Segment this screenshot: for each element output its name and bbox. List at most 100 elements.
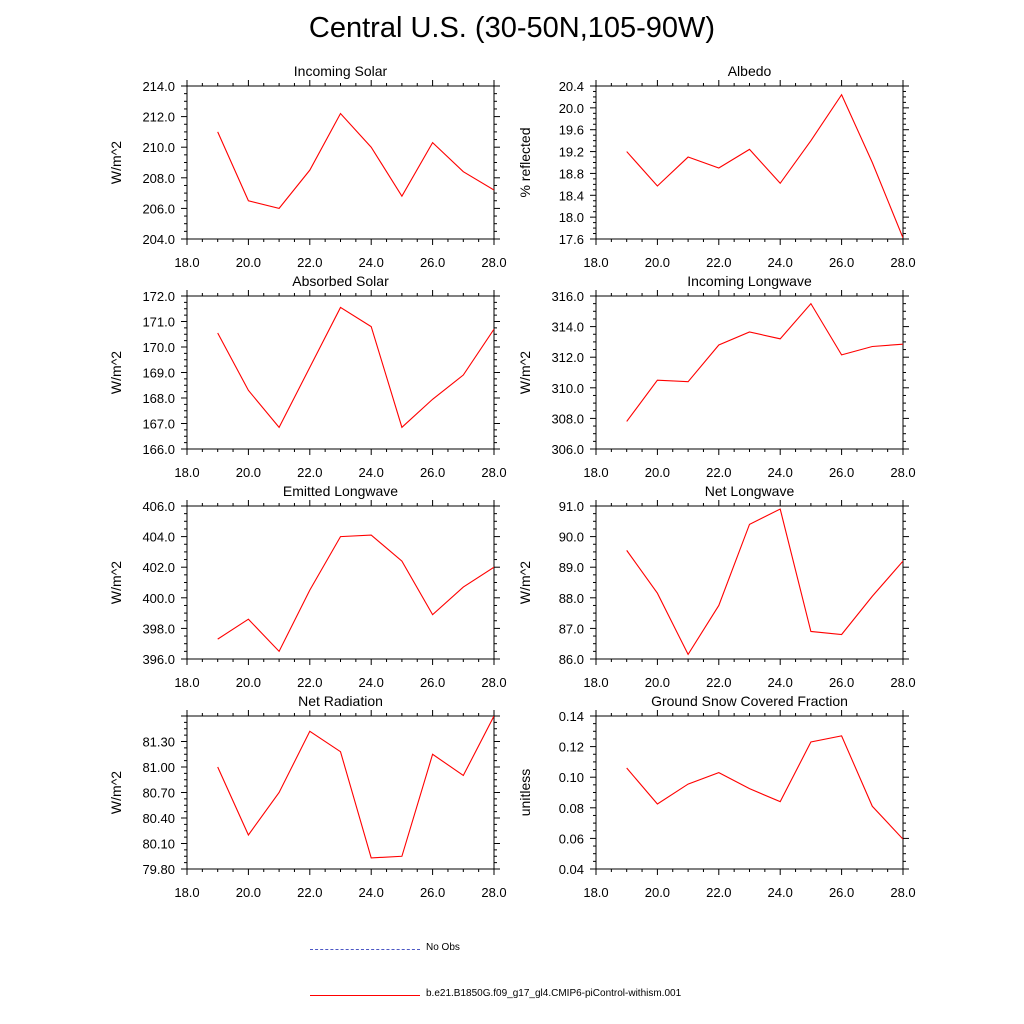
y-tick-label: 81.30	[142, 735, 175, 750]
y-tick-label: 314.0	[551, 320, 584, 335]
plot-frame	[186, 505, 495, 660]
x-tick-label: 24.0	[359, 255, 384, 270]
x-tick-label: 20.0	[236, 255, 261, 270]
plot-frame	[595, 295, 904, 450]
y-tick-label: 212.0	[142, 110, 175, 125]
y-axis-label: W/m^2	[517, 351, 533, 394]
x-tick-label: 22.0	[297, 465, 322, 480]
y-tick-label: 0.14	[559, 709, 584, 724]
legend-label-model-run: b.e21.B1850G.f09_g17_gl4.CMIP6-piControl…	[426, 988, 682, 999]
legend-solid-line-swatch	[310, 995, 420, 996]
x-tick-label: 26.0	[829, 885, 854, 900]
x-tick-label: 18.0	[583, 255, 608, 270]
y-axis-label: W/m^2	[108, 771, 124, 814]
y-tick-label: 406.0	[142, 499, 175, 514]
y-axis-label: W/m^2	[108, 351, 124, 394]
chart-panel-3: 18.0 20.0 22.0 24.0 26.0 28.0 166.0 167.0 168.0 1…	[108, 273, 507, 480]
x-tick-label: 20.0	[236, 885, 261, 900]
plot-frame	[595, 505, 904, 660]
x-tick-label: 18.0	[174, 885, 199, 900]
x-tick-label: 26.0	[420, 675, 445, 690]
x-tick-label: 20.0	[236, 465, 261, 480]
x-tick-label: 28.0	[890, 885, 915, 900]
y-tick-label: 402.0	[142, 560, 175, 575]
chart-panel-8: 18.0 20.0 22.0 24.0 26.0 28.0 0.04 0.06 0.08 0.10…	[517, 693, 916, 900]
y-tick-label: 166.0	[142, 442, 175, 457]
x-tick-label: 22.0	[706, 885, 731, 900]
x-tick-label: 22.0	[706, 675, 731, 690]
panel-title: Net Radiation	[298, 693, 383, 709]
legend-label-no-obs: No Obs	[426, 942, 460, 953]
y-tick-label: 0.12	[559, 740, 584, 755]
y-tick-label: 210.0	[142, 140, 175, 155]
chart-panel-4: 18.0 20.0 22.0 24.0 26.0 28.0 306.0 308.0 310.0 3…	[517, 273, 916, 480]
panel-title: Absorbed Solar	[292, 273, 389, 289]
x-tick-label: 22.0	[297, 255, 322, 270]
y-tick-label: 88.0	[559, 591, 584, 606]
series-line	[626, 302, 903, 422]
y-tick-label: 404.0	[142, 530, 175, 545]
y-tick-label: 0.06	[559, 831, 584, 846]
y-tick-label: 306.0	[551, 442, 584, 457]
x-tick-label: 28.0	[481, 885, 506, 900]
y-tick-label: 18.8	[559, 166, 584, 181]
y-axis-label: unitless	[517, 769, 533, 816]
chart-panel-2: 18.0 20.0 22.0 24.0 26.0 28.0 17.6 18.0 18.4 18.8…	[517, 63, 916, 270]
y-tick-label: 168.0	[142, 391, 175, 406]
y-tick-label: 169.0	[142, 366, 175, 381]
y-tick-label: 172.0	[142, 289, 175, 304]
x-tick-label: 28.0	[481, 465, 506, 480]
y-tick-label: 79.80	[142, 862, 175, 877]
y-axis-label: W/m^2	[108, 141, 124, 184]
x-tick-label: 20.0	[645, 675, 670, 690]
y-tick-label: 206.0	[142, 201, 175, 216]
series-line	[217, 534, 494, 653]
x-tick-label: 18.0	[583, 885, 608, 900]
y-tick-label: 81.00	[142, 760, 175, 775]
chart-panel-7: 18.0 20.0 22.0 24.0 26.0 28.0 79.80 80.10 80.40 8…	[108, 693, 507, 900]
x-tick-label: 18.0	[174, 675, 199, 690]
y-tick-label: 90.0	[559, 530, 584, 545]
y-tick-label: 18.0	[559, 210, 584, 225]
x-tick-label: 26.0	[420, 255, 445, 270]
y-tick-label: 316.0	[551, 289, 584, 304]
y-tick-label: 204.0	[142, 232, 175, 247]
plot-frame	[595, 85, 904, 240]
y-axis-label: W/m^2	[517, 561, 533, 604]
y-tick-label: 396.0	[142, 652, 175, 667]
x-tick-label: 26.0	[420, 885, 445, 900]
y-tick-label: 171.0	[142, 315, 175, 330]
plot-frame	[595, 715, 904, 870]
y-axis-label: W/m^2	[108, 561, 124, 604]
x-tick-label: 22.0	[297, 885, 322, 900]
x-tick-label: 26.0	[829, 255, 854, 270]
x-tick-label: 18.0	[174, 255, 199, 270]
x-tick-label: 26.0	[829, 465, 854, 480]
series-line	[217, 112, 494, 210]
x-tick-label: 20.0	[236, 675, 261, 690]
series-line	[217, 306, 494, 429]
y-tick-label: 170.0	[142, 340, 175, 355]
x-tick-label: 28.0	[890, 255, 915, 270]
y-tick-label: 18.4	[559, 188, 584, 203]
y-tick-label: 80.40	[142, 811, 175, 826]
x-tick-label: 22.0	[706, 255, 731, 270]
x-tick-label: 28.0	[890, 465, 915, 480]
x-tick-label: 26.0	[420, 465, 445, 480]
y-tick-label: 20.0	[559, 101, 584, 116]
panel-title: Net Longwave	[705, 483, 795, 499]
x-tick-label: 18.0	[174, 465, 199, 480]
y-tick-label: 312.0	[551, 350, 584, 365]
y-tick-label: 0.04	[559, 862, 584, 877]
x-tick-label: 28.0	[890, 675, 915, 690]
y-tick-label: 400.0	[142, 591, 175, 606]
y-tick-label: 19.2	[559, 145, 584, 160]
x-tick-label: 18.0	[583, 675, 608, 690]
y-tick-label: 86.0	[559, 652, 584, 667]
x-tick-label: 28.0	[481, 255, 506, 270]
chart-panel-6: 18.0 20.0 22.0 24.0 26.0 28.0 86.0 87.0 88.0 89.0…	[517, 483, 916, 690]
x-tick-label: 22.0	[706, 465, 731, 480]
y-tick-label: 20.4	[559, 79, 584, 94]
y-tick-label: 208.0	[142, 171, 175, 186]
